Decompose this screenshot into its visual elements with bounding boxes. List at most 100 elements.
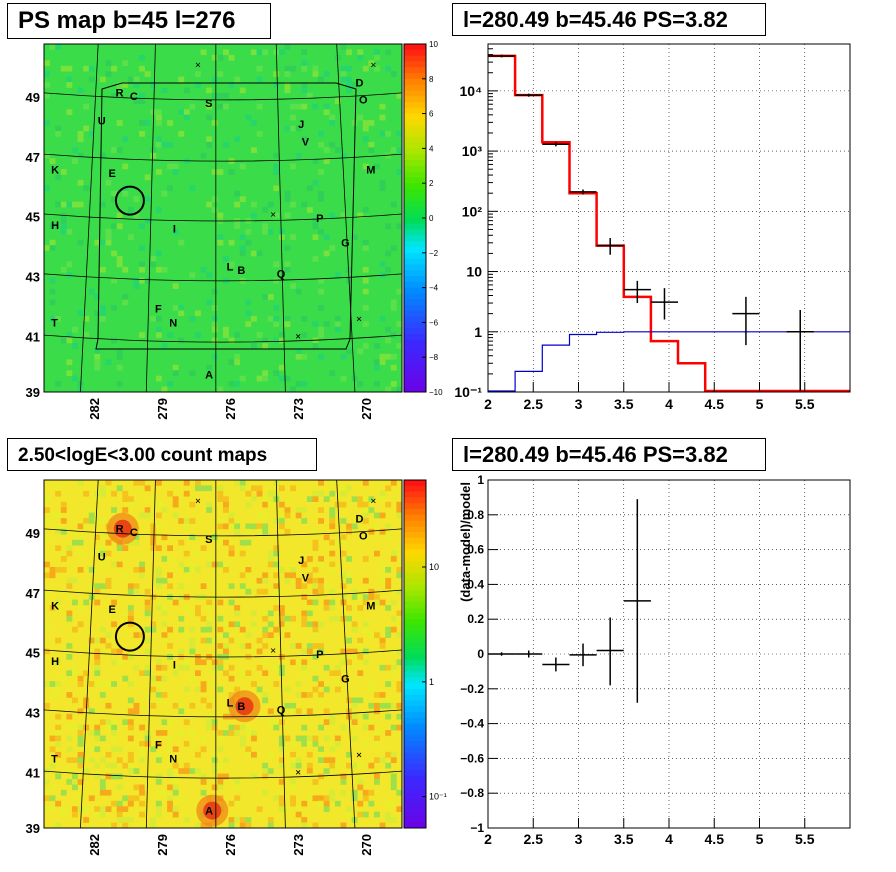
- ps-colorbar-band: [404, 241, 426, 248]
- count-colorbar-band: [404, 677, 426, 684]
- source-label-A: A: [205, 806, 213, 818]
- spectrum-xtick-label: 4: [665, 396, 673, 412]
- ps-colorbar-band: [404, 229, 426, 236]
- ps-ytick-45: 45: [26, 210, 40, 225]
- source-label-V: V: [302, 136, 310, 148]
- latitude-line: [43, 334, 403, 343]
- residual-ytick-label: −1: [470, 821, 484, 835]
- count-colorbar-band: [404, 538, 426, 545]
- count-xtick-282: 282: [87, 834, 102, 856]
- longitude-line: [336, 479, 356, 829]
- count-colorbar-band: [404, 503, 426, 510]
- ps-colorbar-label: 6: [429, 110, 434, 119]
- source-label-R: R: [116, 88, 124, 100]
- target-circle: [114, 621, 145, 652]
- ps-colorbar-band: [404, 189, 426, 196]
- ps-ytick-49: 49: [26, 90, 40, 105]
- ps-colorbar-band: [404, 177, 426, 184]
- count-xtick-279: 279: [155, 834, 170, 856]
- latitude-line: [43, 92, 403, 101]
- marker-cross: [295, 334, 301, 339]
- data-point: [569, 189, 597, 195]
- marker-cross: [270, 648, 276, 653]
- spectrum-xtick-label: 5: [756, 396, 764, 412]
- ps-colorbar-band: [404, 90, 426, 97]
- residual-xtick-label: 3.5: [614, 831, 634, 847]
- residual-point: [569, 643, 597, 667]
- latitude-line: [43, 709, 403, 718]
- residual-ytick-label: 0.8: [467, 508, 484, 522]
- count-colorbar-band: [404, 561, 426, 568]
- ps-colorbar-band: [404, 171, 426, 178]
- residual-point: [542, 657, 570, 672]
- ps-colorbar-band: [404, 305, 426, 312]
- latitude-line: [43, 649, 403, 658]
- longitude-line: [80, 479, 99, 829]
- spectrum-ytick-label: 10⁴: [460, 83, 483, 99]
- residual-ytick-label: 0.6: [467, 543, 484, 557]
- ps-colorbar-label: −6: [429, 318, 439, 327]
- ps-ytick-39: 39: [26, 385, 40, 400]
- source-label-H: H: [51, 220, 59, 232]
- source-label-U: U: [98, 116, 106, 128]
- count-colorbar-band: [404, 688, 426, 696]
- ps-map-pixels: [44, 44, 403, 393]
- ps-colorbar-label: −10: [429, 388, 443, 397]
- ps-colorbar-band: [404, 84, 426, 91]
- latitude-line: [43, 528, 403, 537]
- count-xtick-270: 270: [359, 834, 374, 856]
- ps-colorbar-band: [404, 165, 426, 173]
- ps-colorbar-band: [404, 119, 426, 126]
- source-label-M: M: [366, 600, 375, 612]
- residual-ylabel: (data-model)/model: [458, 482, 473, 602]
- count-colorbar-band: [404, 572, 426, 580]
- ps-colorbar-band: [404, 73, 426, 80]
- source-label-K: K: [51, 164, 59, 176]
- background-histogram: [488, 331, 850, 392]
- marker-cross: [295, 770, 301, 775]
- count-colorbar-band: [404, 654, 426, 661]
- spectrum-xtick-label: 2.5: [524, 396, 544, 412]
- ps-colorbar-label: 0: [429, 214, 434, 223]
- ps-colorbar-label: 2: [429, 179, 434, 188]
- count-colorbar-band: [404, 787, 426, 794]
- ps-colorbar-band: [404, 131, 426, 138]
- count-colorbar-band: [404, 619, 426, 626]
- count-colorbar-band: [404, 758, 426, 765]
- ps-colorbar-label: −8: [429, 353, 439, 362]
- count-xtick-276: 276: [223, 834, 238, 856]
- source-label-I: I: [173, 223, 176, 235]
- count-xtick-273: 273: [291, 834, 306, 856]
- count-colorbar-band: [404, 793, 426, 800]
- ps-colorbar-band: [404, 322, 426, 329]
- data-point: [596, 238, 624, 255]
- count-colorbar-band: [404, 810, 426, 817]
- count-colorbar-band: [404, 822, 426, 829]
- source-label-I: I: [173, 659, 176, 671]
- residual-xtick-label: 3: [575, 831, 583, 847]
- spectrum-xtick-label: 3.5: [614, 396, 634, 412]
- count-map-title: 2.50<logE<3.00 count maps: [7, 438, 317, 471]
- residual-ytick-label: 0: [477, 647, 484, 661]
- spectrum-ytick-label: 10³: [462, 143, 483, 159]
- data-point: [623, 280, 651, 304]
- ps-colorbar-band: [404, 334, 426, 341]
- count-map-frame: [43, 479, 403, 829]
- source-label-F: F: [155, 739, 162, 751]
- count-colorbar-band: [404, 804, 426, 812]
- source-label-C: C: [130, 91, 138, 103]
- ps-colorbar-band: [404, 281, 426, 289]
- source-label-F: F: [155, 303, 162, 315]
- count-colorbar-band: [404, 601, 426, 609]
- source-label-P: P: [316, 649, 323, 661]
- longitude-line: [80, 43, 99, 393]
- ps-colorbar-band: [404, 136, 426, 144]
- data-point: [786, 309, 814, 391]
- source-label-D: D: [355, 513, 363, 525]
- source-label-H: H: [51, 656, 59, 668]
- ps-colorbar-band: [404, 380, 426, 387]
- count-colorbar-band: [404, 543, 426, 551]
- data-point: [515, 93, 543, 97]
- source-label-P: P: [316, 213, 323, 225]
- marker-cross: [371, 498, 376, 504]
